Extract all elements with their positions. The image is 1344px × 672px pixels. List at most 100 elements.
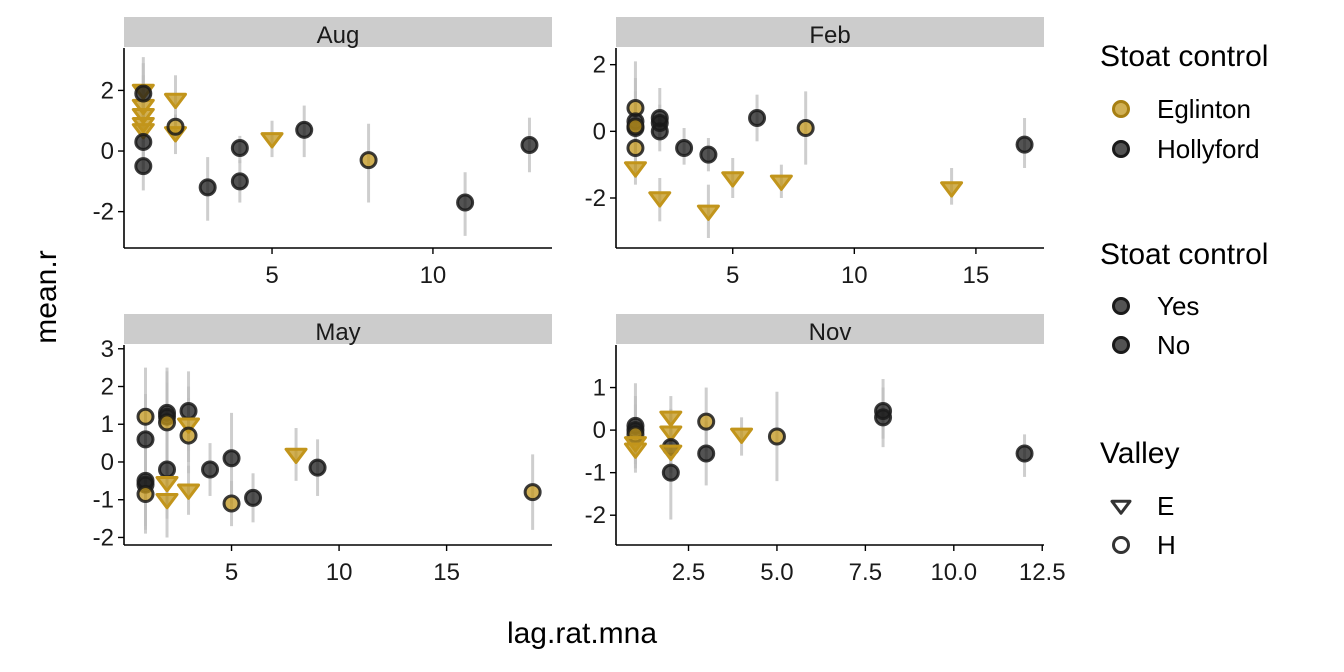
data-point-triangle	[177, 417, 201, 434]
x-axis-title: lag.rat.mna	[507, 617, 657, 650]
data-point-circle	[158, 413, 177, 432]
legend-key-triangle-icon	[1110, 499, 1132, 515]
data-point-triangle	[769, 174, 793, 191]
data-point-circle	[626, 117, 645, 136]
data-point-triangle	[131, 107, 155, 125]
panel-may: May -2 -1 0 1 2 3 5 10 15	[93, 314, 552, 586]
data-point-triangle	[659, 425, 683, 442]
data-point-circle	[874, 408, 893, 427]
data-point-circle	[359, 151, 378, 170]
legend-label: No	[1157, 330, 1190, 360]
data-point-circle	[134, 132, 153, 151]
data-point-circle	[136, 430, 155, 449]
y-tick-label: 3	[101, 336, 114, 363]
data-point-circle	[166, 117, 185, 136]
data-point-circle	[767, 427, 786, 446]
x-tick-label: 10	[420, 262, 447, 289]
legend-key-circle-icon	[1112, 536, 1130, 554]
x-tick-label: 5	[225, 559, 238, 586]
data-point-triangle	[155, 476, 179, 493]
data-point-circle	[650, 122, 669, 141]
data-point-triangle	[623, 442, 647, 459]
y-tick-label: 2	[101, 374, 114, 401]
legend-2: Stoat control Yes No	[1100, 238, 1268, 360]
data-point-circle	[179, 426, 198, 445]
y-tick-label: -2	[585, 185, 606, 212]
data-point-circle	[222, 494, 241, 513]
panel-strip	[124, 17, 552, 47]
data-point-circle	[295, 120, 314, 139]
x-tick-label: 2.5	[672, 559, 705, 586]
data-point-circle	[134, 157, 153, 176]
data-point-circle	[158, 460, 177, 479]
y-tick-label: -2	[93, 524, 114, 551]
data-point-circle	[136, 485, 155, 504]
panel-strip-title: Nov	[809, 319, 852, 346]
data-point-triangle	[623, 161, 647, 178]
y-tick-label: 1	[593, 375, 606, 402]
legend-title: Stoat control	[1100, 40, 1268, 73]
panel-aug: Aug -2 0 2 5 10	[93, 17, 552, 289]
data-point-circle	[179, 402, 198, 421]
data-point-circle	[675, 139, 694, 157]
legend-key-circle-icon	[1112, 297, 1130, 315]
data-point-triangle	[648, 191, 672, 208]
data-point-circle	[136, 407, 155, 426]
data-point-circle	[134, 84, 153, 103]
data-point-triangle	[155, 492, 179, 510]
y-tick-label: 0	[593, 118, 606, 145]
y-tick-label: -2	[93, 199, 114, 226]
data-point-circle	[201, 460, 220, 479]
x-tick-label: 10.0	[930, 559, 977, 586]
x-tick-label: 10	[841, 262, 868, 289]
panel-feb: Feb -2 0 2 5 10 15	[585, 17, 1044, 289]
legend-label: Eglinton	[1157, 94, 1251, 124]
x-tick-label: 5	[265, 262, 278, 289]
panel-strip-title: May	[315, 319, 360, 346]
y-axis-title: mean.r	[30, 250, 63, 343]
legend-label: H	[1157, 530, 1176, 560]
legend-title: Stoat control	[1100, 238, 1268, 271]
data-point-triangle	[721, 171, 745, 188]
panel-strip	[124, 314, 552, 344]
legend-key-circle-icon	[1112, 100, 1130, 118]
data-point-circle	[244, 488, 263, 507]
data-point-circle	[748, 109, 767, 127]
x-tick-label: 12.5	[1019, 559, 1066, 586]
data-point-triangle	[284, 447, 308, 465]
data-point-circle	[230, 172, 249, 191]
x-tick-label: 5	[726, 262, 739, 289]
x-tick-label: 7.5	[849, 559, 882, 586]
data-point-circle	[1015, 135, 1034, 154]
panel-strip-title: Aug	[317, 22, 360, 49]
y-tick-label: 0	[101, 449, 114, 476]
legend-1: Stoat control Eglinton Hollyford	[1100, 40, 1268, 164]
data-point-triangle	[177, 483, 201, 500]
data-point-circle	[308, 458, 327, 477]
data-point-triangle	[659, 410, 683, 427]
panel-strip-title: Feb	[809, 22, 850, 49]
data-point-circle	[699, 145, 718, 164]
y-tick-label: -1	[93, 487, 114, 514]
data-point-circle	[520, 135, 539, 154]
data-point-circle	[198, 178, 217, 197]
data-point-circle	[230, 139, 249, 157]
data-point-triangle	[260, 132, 284, 149]
y-tick-label: -2	[585, 502, 606, 529]
legend-title: Valley	[1100, 437, 1179, 470]
legend-label: Hollyford	[1157, 134, 1260, 164]
data-point-circle	[222, 449, 241, 468]
data-point-triangle	[696, 204, 720, 221]
data-point-circle	[456, 193, 475, 212]
data-point-circle	[661, 463, 680, 482]
legend-3: Valley EH	[1100, 437, 1179, 560]
y-tick-label: -1	[585, 460, 606, 487]
data-point-triangle	[163, 92, 187, 110]
data-point-triangle	[131, 123, 155, 140]
y-tick-label: 1	[101, 411, 114, 438]
data-point-triangle	[659, 444, 683, 461]
